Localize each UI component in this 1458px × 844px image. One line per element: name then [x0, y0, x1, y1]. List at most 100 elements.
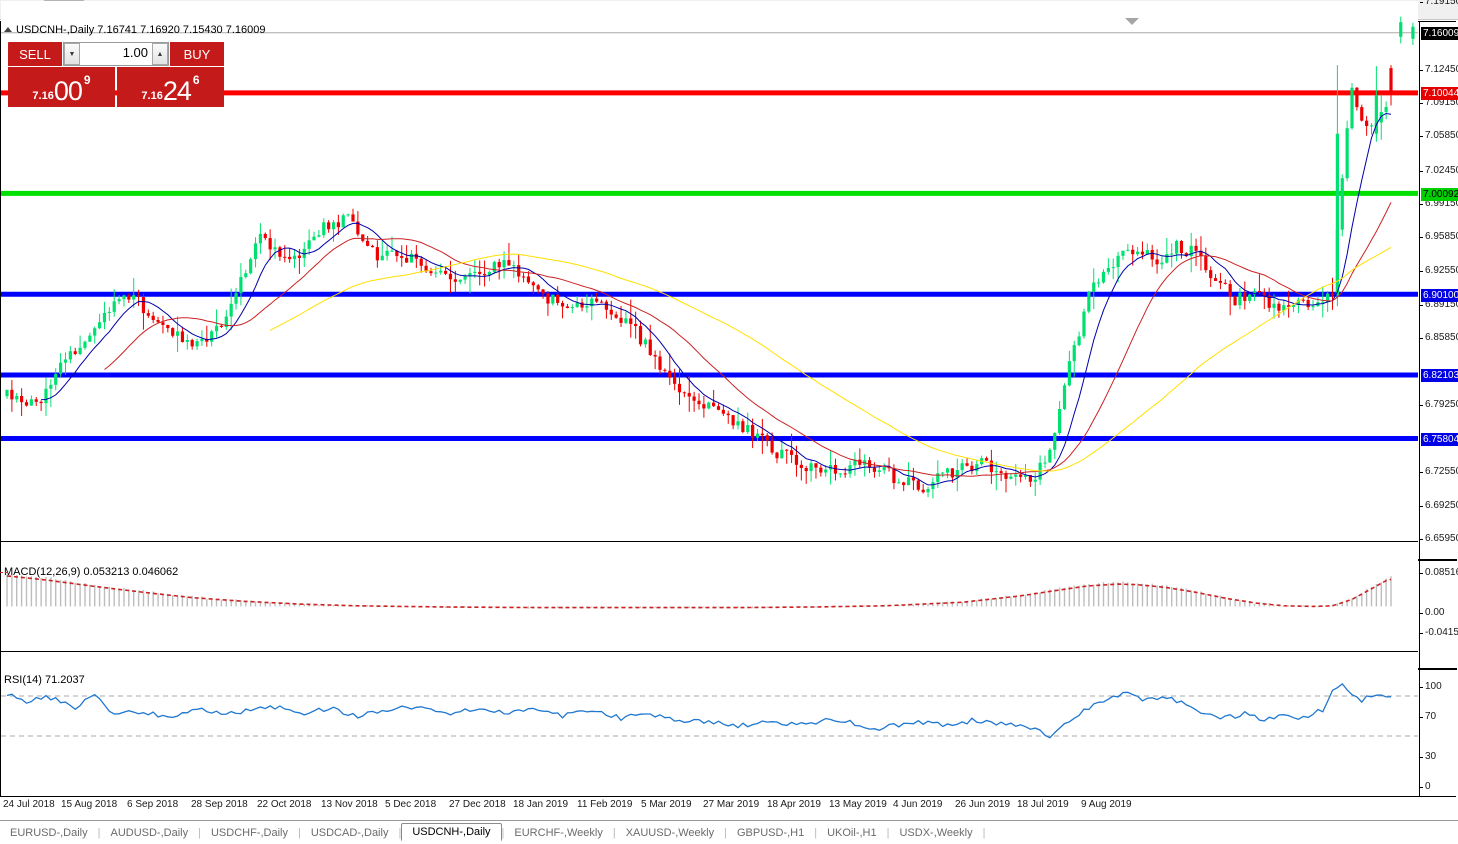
scale-divider-2 — [1419, 668, 1457, 670]
buy-price-pip: 6 — [192, 73, 200, 87]
volume-stepper[interactable]: ▼ 1.00 ▲ — [63, 42, 169, 66]
macd-tick-label: 0.085164 — [1425, 567, 1458, 578]
price-scale-axis[interactable]: 7.19150 7.12450 7.09150 7.05850 7.02450 6.991… — [1419, 0, 1458, 796]
buy-price-cell[interactable]: 7.16 24 6 — [117, 67, 224, 107]
tab-separator: | — [612, 826, 616, 839]
chart-tab-eurchfweekly[interactable]: EURCHF-,Weekly — [514, 826, 603, 839]
tab-separator: | — [297, 826, 301, 839]
rsi-tick-label: 70 — [1425, 711, 1437, 722]
sell-button[interactable]: SELL — [8, 42, 62, 66]
rsi-plot — [1, 682, 1418, 739]
chart-tabs-bar: EURUSD-,Daily | AUDUSD-,Daily | USDCHF-,Dail… — [0, 820, 1458, 844]
price-tick-label: 6.92550 — [1425, 264, 1458, 276]
price-pane[interactable] — [1, 1, 1418, 538]
rsi-tick-label: 100 — [1425, 681, 1442, 692]
rsi-label: RSI(14) 71.2037 — [4, 674, 85, 686]
macd-label: MACD(12,26,9) 0.053213 0.046062 — [4, 566, 179, 578]
date-axis-label: 13 Nov 2018 — [321, 799, 378, 810]
date-axis-label: 15 Aug 2018 — [61, 799, 118, 810]
chart-tab-gbpusdh1[interactable]: GBPUSD-,H1 — [736, 826, 805, 839]
date-axis-label: 24 Jul 2018 — [3, 799, 55, 810]
tab-separator: | — [398, 826, 402, 839]
chart-tab-xauusdweekly[interactable]: XAUUSD-,Weekly — [625, 826, 715, 839]
tab-separator: | — [982, 826, 986, 839]
tab-separator: | — [724, 826, 727, 839]
date-axis-label: 6 Sep 2018 — [127, 799, 179, 810]
price-level-tag-blue-3[interactable]: 6.75804 — [1421, 433, 1458, 447]
price-tick-label: 7.02450 — [1425, 164, 1458, 176]
trade-controls-row: SELL ▼ 1.00 ▲ BUY — [8, 42, 224, 66]
price-tick-label: 7.05850 — [1425, 130, 1458, 142]
volume-decrement-icon[interactable]: ▼ — [64, 43, 80, 65]
rsi-pane[interactable] — [1, 651, 1418, 774]
macd-plot — [6, 574, 1392, 609]
chart-tab-usdcaddaily[interactable]: USDCAD-,Daily — [310, 826, 389, 839]
date-axis-label: 4 Jun 2019 — [893, 799, 943, 810]
one-click-trade-panel: SELL ▼ 1.00 ▲ BUY 7.16 00 9 7.16 24 6 — [8, 42, 224, 107]
rsi-tick-label: 0 — [1425, 781, 1431, 792]
date-axis-label: 28 Sep 2018 — [191, 799, 248, 810]
price-tick-label: 6.72550 — [1425, 466, 1458, 478]
date-axis-label: 18 Jul 2019 — [1017, 799, 1069, 810]
date-axis-label: 5 Mar 2019 — [641, 799, 692, 810]
chart-symbol-header: USDCNH-,Daily 7.16741 7.16920 7.15430 7.… — [4, 24, 266, 36]
chart-tab-usdxweekly[interactable]: USDX-,Weekly — [899, 826, 973, 839]
price-tick-label: 6.95850 — [1425, 231, 1458, 243]
date-axis-label: 18 Jan 2019 — [513, 799, 569, 810]
sell-price-cell[interactable]: 7.16 00 9 — [8, 67, 115, 107]
sell-price-prefix: 7.16 — [32, 90, 54, 102]
date-axis-label: 9 Aug 2019 — [1081, 799, 1132, 810]
price-level-tag-red[interactable]: 7.10044 — [1421, 87, 1458, 101]
date-axis-label: 26 Jun 2019 — [955, 799, 1011, 810]
date-axis-label: 18 Apr 2019 — [767, 799, 821, 810]
macd-line-swatch-icon — [0, 572, 8, 574]
rsi-tick-label: 30 — [1425, 751, 1437, 762]
date-axis-label: 13 May 2019 — [829, 799, 887, 810]
symbol-ohlc-text: USDCNH-,Daily 7.16741 7.16920 7.15430 7.… — [16, 24, 266, 36]
tab-separator: | — [886, 826, 890, 839]
chart-tab-usdchfdaily[interactable]: USDCHF-,Daily — [210, 826, 288, 839]
chart-object-marker-icon[interactable] — [1125, 18, 1139, 25]
tab-separator: | — [814, 826, 818, 839]
price-tick-label: 6.99150 — [1425, 197, 1458, 209]
price-tick-label: 6.89150 — [1425, 298, 1458, 310]
trade-prices-row: 7.16 00 9 7.16 24 6 — [8, 67, 224, 107]
chart-tab-eurusddaily[interactable]: EURUSD-,Daily — [10, 826, 88, 839]
tab-separator: | — [97, 826, 101, 839]
price-tick-label: 7.09150 — [1425, 96, 1458, 108]
price-candlestick-plot — [1, 16, 1418, 499]
tab-separator: | — [501, 826, 505, 839]
sell-price-main: 00 — [53, 76, 83, 106]
macd-tick-label: 0.00 — [1425, 607, 1445, 619]
current-price-tag[interactable]: 7.16009 — [1421, 27, 1458, 41]
buy-price-prefix: 7.16 — [141, 90, 163, 102]
chart-tab-usdcnhdaily[interactable]: USDCNH-,Daily — [401, 822, 502, 841]
macd-tick-label: -0.04159 — [1425, 627, 1458, 638]
chart-tab-ukoilh1[interactable]: UKOil-,H1 — [827, 826, 877, 839]
price-level-tag-blue-1[interactable]: 6.90100 — [1421, 288, 1458, 302]
date-axis-label: 22 Oct 2018 — [257, 799, 312, 810]
date-axis-label: 27 Mar 2019 — [703, 799, 760, 810]
price-tick-label: 7.12450 — [1425, 63, 1458, 75]
date-axis[interactable]: 24 Jul 2018 15 Aug 2018 6 Sep 2018 28 Sep 2… — [1, 799, 1419, 815]
price-tick-label: 6.85850 — [1425, 332, 1458, 344]
volume-increment-icon[interactable]: ▲ — [152, 43, 168, 65]
scale-divider-1 — [1419, 559, 1457, 561]
price-tick-label: 7.19150 — [1425, 0, 1458, 7]
volume-input[interactable]: 1.00 — [122, 45, 148, 60]
price-tick-label: 6.69250 — [1425, 499, 1458, 511]
buy-button[interactable]: BUY — [170, 42, 224, 66]
date-axis-label: 27 Dec 2018 — [449, 799, 506, 810]
macd-pane[interactable] — [1, 541, 1418, 647]
buy-price-main: 24 — [162, 76, 192, 106]
chart-tab-audusddaily[interactable]: AUDUSD-,Daily — [110, 826, 189, 839]
price-tick-label: 6.65950 — [1425, 533, 1458, 544]
sell-price-pip: 9 — [83, 73, 91, 87]
date-axis-label: 11 Feb 2019 — [577, 799, 633, 810]
price-level-tag-green[interactable]: 7.00092 — [1421, 187, 1458, 201]
tab-separator: | — [198, 826, 201, 839]
price-tick-label: 6.79250 — [1425, 398, 1458, 410]
collapse-triangle-icon[interactable] — [4, 27, 12, 32]
price-level-tag-blue-2[interactable]: 6.82103 — [1421, 369, 1458, 383]
